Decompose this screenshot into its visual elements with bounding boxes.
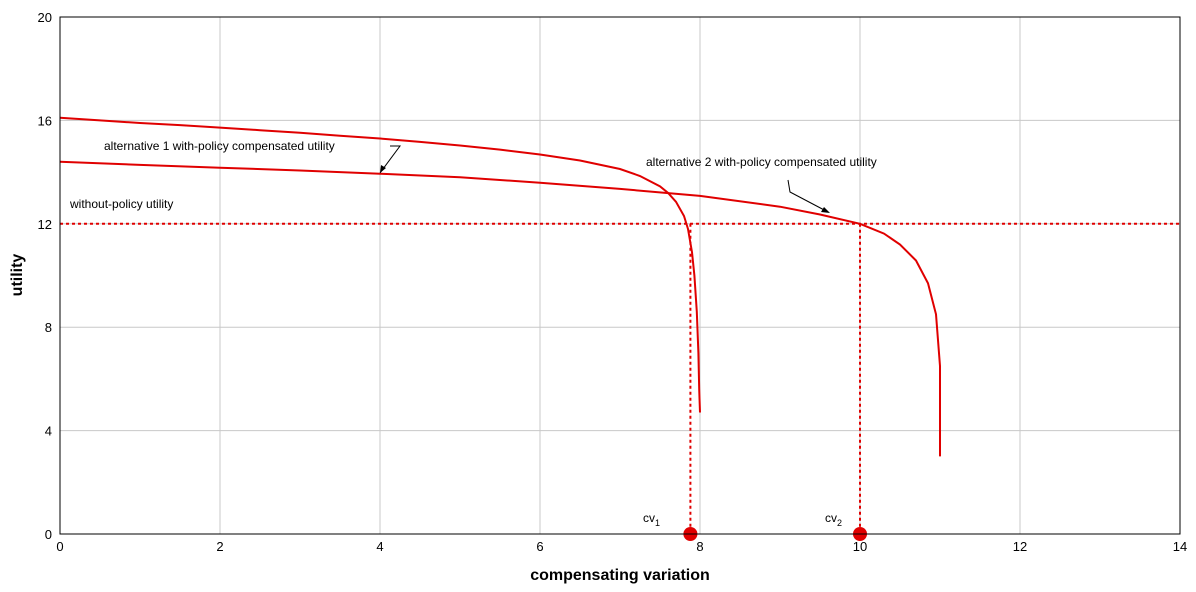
cv2-label-sub: 2 — [837, 518, 842, 528]
alternative-2-curve — [59, 160, 941, 457]
y-axis-title: utility — [9, 254, 26, 297]
alt2-annotation-leader — [787, 179, 829, 213]
y-tick-label: 0 — [45, 527, 52, 542]
plot-frame — [59, 16, 1181, 535]
cv1-label-base: cv — [643, 511, 655, 525]
y-tick-label: 8 — [45, 320, 52, 335]
cv1-label-sub: 1 — [655, 518, 660, 528]
alt1-annotation-arrowhead — [380, 165, 386, 173]
cv1-label: cv1 — [643, 511, 660, 528]
x-tick-label: 6 — [536, 539, 543, 554]
cv2-label: cv2 — [825, 511, 842, 528]
alternative-1-curve — [59, 116, 701, 413]
x-tick-label: 10 — [853, 539, 867, 554]
y-tick-label: 20 — [38, 10, 52, 25]
x-tick-label: 0 — [56, 539, 63, 554]
alt2-annotation-arrowhead — [821, 207, 830, 213]
x-tick-label: 12 — [1013, 539, 1027, 554]
series-layer — [59, 116, 941, 457]
x-axis-title: compensating variation — [530, 567, 710, 584]
y-tick-label: 16 — [38, 113, 52, 128]
alt1-annotation-leader — [379, 145, 401, 174]
x-tick-label: 8 — [696, 539, 703, 554]
x-tick-label: 2 — [216, 539, 223, 554]
alt1-annotation-label: alternative 1 with-policy compensated ut… — [104, 139, 335, 153]
cv2-label-base: cv — [825, 511, 837, 525]
y-tick-label: 4 — [45, 424, 52, 439]
x-tick-label: 4 — [376, 539, 383, 554]
without-policy-label: without-policy utility — [69, 197, 173, 211]
x-tick-label: 14 — [1173, 539, 1187, 554]
reference-lines-layer — [60, 222, 1180, 534]
y-tick-label: 12 — [38, 217, 52, 232]
alt2-annotation-label: alternative 2 with-policy compensated ut… — [646, 155, 877, 169]
grid-layer — [60, 17, 1180, 534]
